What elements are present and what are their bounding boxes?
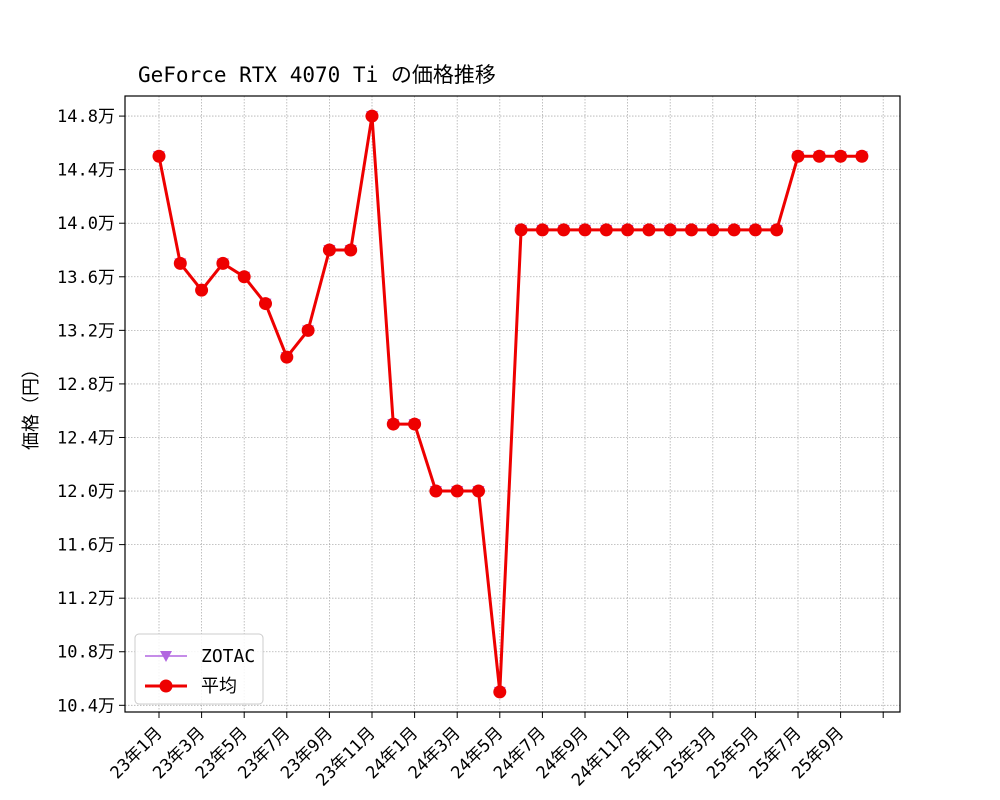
data-point xyxy=(578,223,592,237)
series-layer xyxy=(152,109,869,699)
data-point xyxy=(152,149,166,163)
grid-lines xyxy=(125,96,900,712)
data-point xyxy=(514,223,528,237)
data-point xyxy=(748,223,762,237)
data-point xyxy=(322,243,336,257)
y-tick-label: 14.8万 xyxy=(57,107,115,127)
series-line xyxy=(157,114,862,694)
legend: ZOTAC 平均 xyxy=(134,633,264,705)
data-point xyxy=(408,417,422,431)
y-tick-label: 11.6万 xyxy=(57,536,115,556)
x-axis: 23年1月23年3月23年5月23年7月23年9月23年11月24年1月24年3… xyxy=(107,712,884,791)
legend-box xyxy=(134,633,264,705)
y-axis-label: 価格（円） xyxy=(21,360,42,450)
data-point xyxy=(216,256,230,270)
data-point xyxy=(663,223,677,237)
y-tick-label: 11.2万 xyxy=(57,589,115,609)
data-point xyxy=(855,149,869,163)
data-point xyxy=(386,417,400,431)
y-tick-label: 10.8万 xyxy=(57,643,115,663)
data-point xyxy=(429,484,443,498)
data-point xyxy=(195,283,209,297)
data-point xyxy=(727,223,741,237)
y-tick-label: 14.0万 xyxy=(57,214,115,234)
y-tick-label: 10.4万 xyxy=(57,696,115,716)
y-tick-label: 13.2万 xyxy=(57,321,115,341)
data-point xyxy=(259,297,272,311)
series-average xyxy=(152,109,869,699)
data-point xyxy=(642,223,656,237)
y-tick-label: 14.4万 xyxy=(57,161,115,181)
legend-marker xyxy=(159,679,173,693)
data-point xyxy=(237,270,251,284)
series-line xyxy=(158,115,862,693)
data-point xyxy=(599,223,613,237)
y-tick-label: 12.0万 xyxy=(57,482,115,502)
legend-label: 平均 xyxy=(201,676,237,697)
data-point xyxy=(365,109,379,123)
legend-marker xyxy=(160,651,172,662)
data-point xyxy=(535,223,549,237)
data-point xyxy=(280,350,294,364)
legend-label: ZOTAC xyxy=(201,646,255,667)
data-point xyxy=(344,243,358,257)
data-point xyxy=(770,223,784,237)
data-point xyxy=(301,323,315,337)
data-point xyxy=(812,149,826,163)
data-point xyxy=(685,223,698,237)
data-point xyxy=(621,223,635,237)
data-point xyxy=(472,484,485,498)
y-tick-label: 12.8万 xyxy=(57,375,115,395)
data-point xyxy=(834,149,848,163)
data-point xyxy=(450,484,464,498)
data-point xyxy=(493,685,507,699)
plot-frame xyxy=(124,95,901,713)
y-tick-label: 13.6万 xyxy=(57,268,115,288)
series-zotac xyxy=(153,111,868,698)
data-point xyxy=(791,149,805,163)
chart-title: GeForce RTX 4070 Ti の価格推移 xyxy=(138,63,496,87)
y-tick-label: 12.4万 xyxy=(57,428,115,448)
data-point xyxy=(706,223,720,237)
y-axis: 10.4万 10.8万 11.2万 11.6万 12.0万 12.4万 12.8万 13.2万… xyxy=(57,107,125,716)
data-point xyxy=(557,223,571,237)
data-point xyxy=(173,256,187,270)
